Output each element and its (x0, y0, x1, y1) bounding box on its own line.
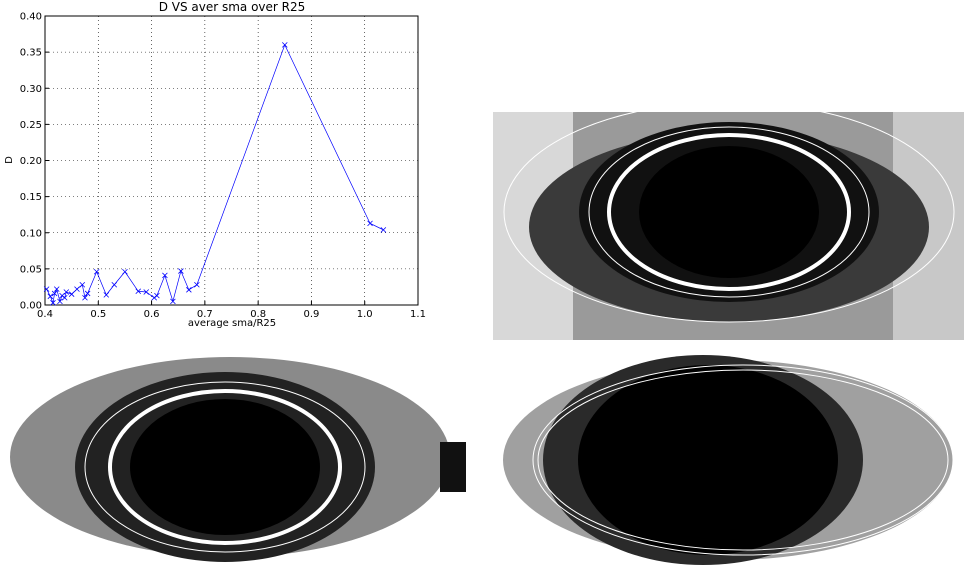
data-point (79, 281, 86, 288)
data-point (186, 287, 192, 293)
data-line (46, 43, 384, 305)
data-point (68, 291, 75, 297)
data-point (61, 294, 68, 301)
data-point (51, 290, 58, 297)
data-point (122, 268, 128, 275)
galaxy-image (493, 112, 964, 340)
data-point (380, 227, 387, 233)
data-point (82, 294, 88, 301)
y-tick-label: 0.00 (20, 301, 42, 312)
data-point (57, 298, 63, 305)
data-point (50, 300, 56, 306)
chart: D VS aver sma over R25 average sma/R25 D… (4, 0, 426, 329)
galaxy-image (0, 357, 466, 581)
y-tick-label: 0.15 (20, 192, 42, 203)
y-tick-label: 0.30 (20, 84, 42, 95)
data-point (84, 290, 91, 297)
plot-frame (44, 15, 419, 306)
data-point (143, 289, 150, 295)
data-point (162, 272, 168, 279)
x-tick-label: 0.4 (37, 309, 53, 320)
x-tick-label: 1.1 (410, 309, 426, 320)
y-tick-label: 0.20 (20, 156, 42, 167)
data-point (74, 286, 80, 292)
data-point (43, 286, 50, 292)
x-tick-label: 0.5 (90, 309, 106, 320)
data-point (178, 268, 184, 274)
y-tick-label: 0.40 (20, 12, 42, 23)
x-tick-label: 0.8 (250, 309, 266, 320)
x-axis-label: average sma/R25 (188, 318, 276, 329)
y-tick-label: 0.05 (20, 264, 42, 275)
data-point (282, 42, 288, 48)
x-tick-label: 0.9 (303, 309, 319, 320)
x-tick-label: 0.6 (144, 309, 160, 320)
data-point (93, 268, 100, 275)
data-point (194, 281, 200, 288)
y-tick-label: 0.10 (20, 228, 42, 239)
chart-title: D VS aver sma over R25 (159, 0, 306, 14)
data-point (47, 293, 54, 300)
y-axis-label: D (4, 156, 15, 164)
y-tick-label: 0.25 (20, 120, 42, 131)
data-point (63, 289, 70, 295)
data-point (103, 292, 110, 298)
data-point (53, 286, 60, 292)
data-point (367, 220, 373, 227)
data-point (170, 298, 176, 305)
x-tick-label: 1.0 (357, 309, 373, 320)
galaxy-image (493, 350, 964, 581)
x-tick-label: 0.7 (197, 309, 213, 320)
data-point (135, 288, 142, 295)
data-point (154, 292, 160, 299)
data-point (111, 281, 118, 288)
y-tick-label: 0.35 (20, 48, 42, 59)
